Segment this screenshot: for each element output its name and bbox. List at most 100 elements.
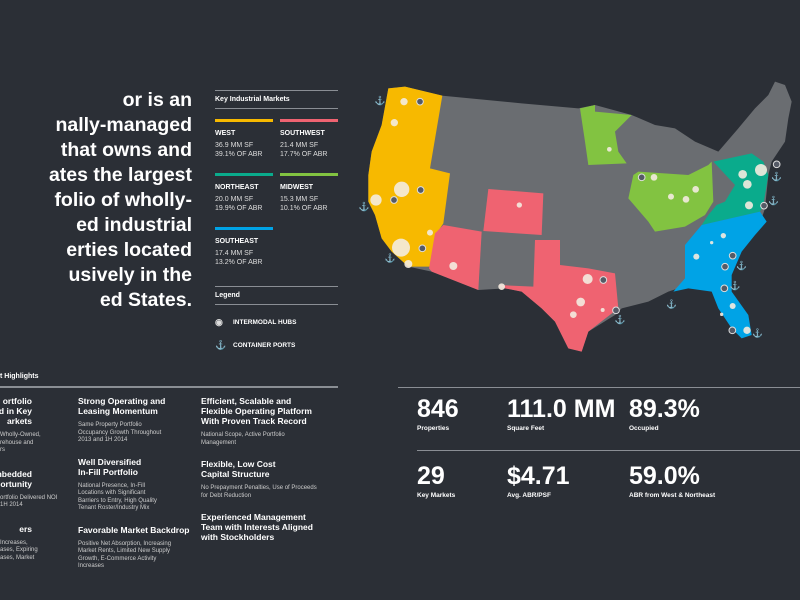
- highlights-section: t Highlights ortfolio ed in Key arkets Wh…: [0, 368, 338, 569]
- region-southwest-co: [483, 189, 544, 235]
- divider: [417, 450, 800, 451]
- stat: 89.3% Occupied: [629, 395, 779, 455]
- stat-label: Properties: [417, 425, 450, 432]
- property-marker: [738, 170, 747, 179]
- property-marker: [607, 147, 612, 152]
- highlight-desc: Positive Net Absorption, Increasing Mark…: [78, 540, 172, 570]
- highlight-item: Experienced Management Team with Interes…: [201, 512, 326, 542]
- stat: $4.71 Avg. ABR/PSF: [507, 462, 629, 522]
- intermodal-hub-icon: [418, 244, 427, 253]
- market-abr: 13.2% OF ABR: [215, 259, 263, 266]
- anchor-icon: ⚓: [771, 171, 782, 181]
- property-marker: [394, 181, 410, 197]
- stat: 846 Properties: [417, 395, 507, 455]
- region-southwest-tx: [498, 240, 619, 352]
- highlights-column: ortfolio ed in Key arkets Wholly-Owned, r…: [0, 396, 95, 576]
- highlight-desc: National Scope, Active Portfolio Managem…: [201, 432, 285, 446]
- stat-value: 29: [417, 462, 445, 490]
- anchor-icon: ⚓: [375, 96, 386, 106]
- intro-line: ed industrial: [76, 214, 192, 236]
- market-sf: 20.0 MM SF: [215, 196, 254, 203]
- stat-label: Occupied: [629, 425, 659, 432]
- intro-line: or is an: [122, 89, 192, 111]
- intermodal-hub-icon: [612, 306, 620, 315]
- divider: [215, 286, 338, 287]
- market-name: SOUTHEAST: [215, 238, 259, 245]
- market-northeast: NORTHEAST 20.0 MM SF 19.9% OF ABR: [215, 173, 273, 213]
- stats-row: 846 Properties 111.0 MM Square Feet 89.3% Occ…: [417, 395, 800, 455]
- market-color-bar: [215, 227, 273, 230]
- property-marker: [720, 233, 726, 239]
- property-marker: [570, 311, 577, 318]
- intermodal-hub-icon: [728, 251, 737, 260]
- property-marker: [449, 262, 458, 270]
- market-name: NORTHEAST: [215, 184, 259, 191]
- divider: [215, 90, 338, 91]
- region-southwest-az: [429, 225, 482, 290]
- key-markets-panel: Key Industrial Markets WEST 36.9 MM SF 39.…: [215, 90, 338, 267]
- intro-line: ates the largest: [48, 164, 192, 186]
- property-marker: [745, 201, 753, 210]
- property-marker: [576, 297, 585, 307]
- market-abr: 19.9% OF ABR: [215, 205, 263, 212]
- intermodal-hub-icon: ◉: [215, 317, 223, 327]
- stat-label: Square Feet: [507, 425, 545, 432]
- intro-line: that owns and: [60, 139, 192, 161]
- highlight-item: Efficient, Scalable and Flexible Operati…: [201, 396, 326, 447]
- stat-label: Key Markets: [417, 492, 456, 499]
- market-southwest: SOUTHWEST 21.4 MM SF 17.7% OF ABR: [280, 119, 338, 159]
- highlight-desc: Wholly-Owned, rehouse and rs: [0, 432, 41, 453]
- stat-value: 111.0 MM: [507, 395, 616, 423]
- stats-panel: 846 Properties 111.0 MM Square Feet 89.3% Occ…: [417, 395, 800, 522]
- anchor-icon: ⚓: [215, 340, 227, 350]
- market-color-bar: [280, 173, 338, 176]
- highlight-item: ers Increases, ases, Expiring ases, Marke…: [0, 524, 95, 563]
- anchor-icon: ⚓: [768, 196, 779, 206]
- property-marker: [743, 326, 751, 334]
- region-midwest-mn: [580, 105, 632, 165]
- stat-value: 89.3%: [629, 395, 700, 423]
- stat-label: ABR from West & Northeast: [629, 492, 716, 499]
- market-sf: 21.4 MM SF: [280, 142, 319, 149]
- market-name: MIDWEST: [280, 184, 314, 191]
- intermodal-hub-icon: [637, 173, 646, 182]
- highlight-item: Well Diversified In-Fill Portfolio Nation…: [78, 457, 203, 513]
- highlight-title: ortfolio ed in Key arkets: [0, 396, 32, 426]
- region-west: [368, 86, 450, 267]
- property-marker: [682, 196, 690, 203]
- market-sf: 36.9 MM SF: [215, 142, 254, 149]
- key-markets-title: Key Industrial Markets: [215, 96, 290, 103]
- market-abr: 10.1% OF ABR: [280, 205, 328, 212]
- highlight-title: ers: [19, 523, 32, 534]
- highlights-column: Strong Operating and Leasing Momentum Sam…: [78, 396, 203, 583]
- highlight-desc: ortfolio Delivered NOI 1H 2014: [0, 494, 58, 509]
- property-marker: [370, 194, 382, 206]
- stat-label: Avg. ABR/PSF: [507, 492, 551, 499]
- property-marker: [729, 303, 736, 309]
- market-abr: 17.7% OF ABR: [280, 151, 328, 158]
- market-color-bar: [215, 119, 273, 122]
- legend-panel: Legend ◉ INTERMODAL HUBS ⚓ CONTAINER PORTS: [215, 286, 338, 351]
- intermodal-hub-icon: [599, 276, 608, 284]
- property-marker: [392, 238, 410, 257]
- intermodal-hub-icon: [390, 196, 398, 204]
- market-color-bar: [215, 173, 273, 176]
- highlights-column: Efficient, Scalable and Flexible Operati…: [201, 396, 326, 554]
- highlight-item: Favorable Market Backdrop Positive Net Ab…: [78, 525, 203, 571]
- anchor-icon: ⚓: [359, 201, 370, 211]
- anchor-icon: ⚓: [730, 281, 741, 291]
- highlights-title: t Highlights: [0, 373, 39, 380]
- anchor-icon: ⚓: [736, 260, 747, 270]
- intro-line: ed States.: [99, 289, 192, 311]
- market-west: WEST 36.9 MM SF 39.1% OF ABR: [215, 119, 273, 159]
- property-marker: [693, 253, 700, 260]
- legend-label: CONTAINER PORTS: [233, 342, 296, 349]
- property-marker: [668, 193, 674, 200]
- property-marker: [404, 260, 413, 268]
- divider: [0, 386, 338, 388]
- highlight-desc: National Presence, In-Fill Locations wit…: [78, 482, 157, 512]
- property-marker: [400, 98, 408, 106]
- legend-item-intermodal: ◉ INTERMODAL HUBS: [215, 317, 338, 328]
- intermodal-hub-icon: [416, 97, 424, 106]
- legend-title: Legend: [215, 292, 240, 299]
